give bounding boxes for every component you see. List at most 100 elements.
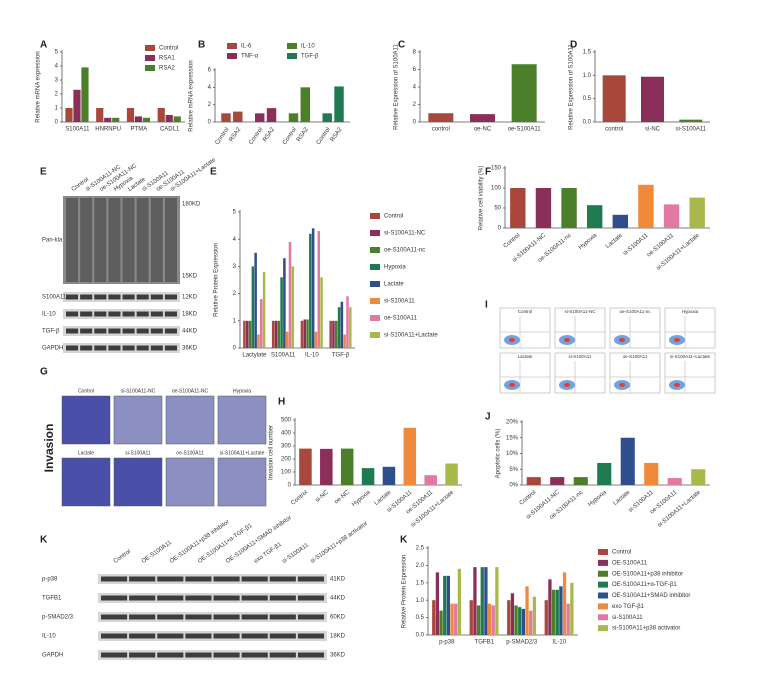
x-tick-label: PTMA bbox=[131, 127, 148, 133]
panel-letter: H bbox=[278, 397, 285, 408]
y-axis-label: Relative Protein Expression bbox=[214, 243, 220, 317]
y-tick-label: 200 bbox=[281, 457, 292, 463]
bar bbox=[510, 593, 515, 635]
legend-label: TNF-α bbox=[241, 54, 259, 60]
bar bbox=[403, 427, 417, 485]
y-tick-label: 5% bbox=[509, 467, 518, 473]
bar bbox=[335, 320, 338, 348]
bar bbox=[570, 582, 574, 635]
bar bbox=[257, 334, 260, 348]
image-label: oe-S100A11-NC bbox=[172, 388, 209, 394]
y-tick-label: 0.0 bbox=[416, 633, 425, 639]
bar bbox=[620, 437, 635, 485]
legend-label: OE-S100A11+p38 inhibitor bbox=[612, 571, 683, 577]
bar bbox=[435, 572, 440, 635]
blot-band bbox=[213, 595, 240, 601]
y-tick-label: 4 bbox=[55, 64, 59, 70]
bar bbox=[173, 116, 181, 122]
blot-band bbox=[66, 198, 79, 282]
bar bbox=[518, 607, 522, 635]
bar bbox=[251, 266, 255, 348]
legend-swatch bbox=[598, 549, 608, 555]
image-label: Lactate bbox=[518, 354, 533, 359]
x-tick-label: control bbox=[605, 127, 623, 133]
bar bbox=[535, 188, 552, 228]
blot-band bbox=[101, 633, 128, 639]
blot-band bbox=[157, 633, 184, 639]
y-tick-label: 2 bbox=[413, 102, 417, 108]
bar bbox=[322, 113, 332, 122]
micrograph bbox=[217, 395, 267, 445]
blot-strip bbox=[63, 292, 180, 302]
x-tick-label: TGF-β bbox=[332, 353, 350, 359]
bar bbox=[428, 113, 454, 122]
x-tick-label: IL-10 bbox=[305, 353, 319, 359]
bar bbox=[245, 320, 249, 348]
image-label: si-S100A11-NC bbox=[121, 388, 156, 394]
bar bbox=[641, 76, 664, 122]
legend-label: Control bbox=[612, 550, 631, 556]
cell-core bbox=[509, 383, 515, 387]
bar bbox=[487, 603, 492, 635]
blot-band bbox=[101, 614, 128, 620]
blot-band bbox=[108, 294, 121, 300]
y-tick-label: 50 bbox=[494, 206, 501, 212]
legend-label: RSA1 bbox=[159, 56, 175, 62]
bar bbox=[73, 89, 81, 122]
blot-band bbox=[297, 633, 324, 639]
blot-band bbox=[185, 614, 212, 620]
legend-label: OE-S100A11+α-TGF-β1 bbox=[612, 582, 677, 588]
bar bbox=[248, 320, 252, 348]
legend-swatch bbox=[598, 570, 608, 577]
bar bbox=[157, 108, 165, 122]
blot-band bbox=[213, 576, 240, 582]
blot-band bbox=[80, 311, 93, 317]
blot-band bbox=[129, 614, 156, 620]
size-marker: 44KD bbox=[182, 329, 198, 335]
y-tick-label: 6 bbox=[208, 68, 212, 74]
y-tick-label: 2.0 bbox=[416, 563, 425, 569]
y-tick-label: 2 bbox=[55, 92, 59, 98]
cell-core bbox=[619, 383, 625, 387]
legend-label: si-S100A11+Lactate bbox=[384, 333, 438, 339]
legend-swatch bbox=[370, 230, 380, 236]
legend-label: oe-S100A11 bbox=[384, 316, 418, 322]
blot-band bbox=[164, 345, 177, 351]
blot-band bbox=[122, 345, 135, 351]
bar bbox=[317, 231, 321, 348]
bar bbox=[288, 113, 299, 122]
blot-band bbox=[136, 198, 149, 282]
bar bbox=[343, 334, 346, 348]
x-tick-label: oe-NC bbox=[474, 127, 492, 133]
bar bbox=[306, 319, 309, 348]
bar bbox=[550, 477, 565, 485]
y-tick-label: 2 bbox=[208, 102, 212, 108]
y-tick-label: 400 bbox=[281, 431, 292, 437]
bar bbox=[134, 116, 143, 122]
legend-swatch bbox=[598, 559, 608, 566]
bar bbox=[432, 600, 436, 635]
panel-letter: F bbox=[485, 167, 491, 178]
blot-band bbox=[108, 311, 121, 317]
blot-band bbox=[164, 294, 177, 300]
panel-letter: C bbox=[398, 40, 405, 51]
bar bbox=[274, 320, 278, 348]
legend-swatch bbox=[370, 213, 380, 219]
bar bbox=[484, 567, 488, 635]
blot-band bbox=[80, 198, 93, 282]
bar bbox=[473, 567, 477, 635]
y-tick-label: 500 bbox=[281, 418, 292, 424]
bar bbox=[644, 462, 659, 485]
bar bbox=[667, 478, 682, 485]
blot-band bbox=[297, 576, 324, 582]
row-label: IL-10 bbox=[42, 634, 56, 640]
y-axis-label: Relative cell viability (%) bbox=[479, 166, 485, 231]
blot-band bbox=[129, 652, 156, 658]
micrograph bbox=[61, 395, 111, 445]
row-label: IL-10 bbox=[42, 312, 56, 318]
blot-band bbox=[150, 345, 163, 351]
legend-swatch bbox=[598, 603, 608, 610]
image-label: oe-S100A11 bbox=[176, 450, 204, 456]
